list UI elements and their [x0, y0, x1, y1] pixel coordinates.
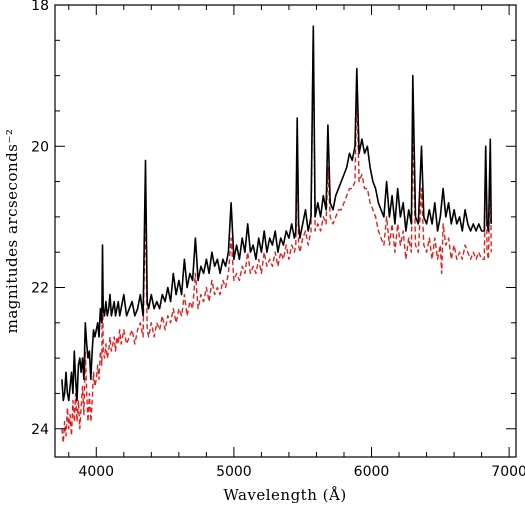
y-tick-label: 18 — [31, 0, 49, 14]
x-tick-label: 4000 — [78, 464, 114, 480]
y-tick-label: 22 — [31, 281, 49, 297]
x-axis-label: Wavelength (Å) — [223, 486, 346, 504]
x-tick-label: 7000 — [491, 464, 525, 480]
y-tick-label: 24 — [31, 422, 49, 438]
series-line-solid-black — [61, 25, 492, 402]
ticks-layer: 4000 5000 6000 7000 18 20 22 24 — [31, 0, 525, 480]
plot-frame — [54, 4, 517, 458]
series-layer — [61, 25, 492, 444]
x-tick-label: 6000 — [354, 464, 390, 480]
x-tick-label: 5000 — [216, 464, 252, 480]
y-tick-label: 20 — [31, 139, 49, 155]
y-axis-label: magnitudes arcseconds⁻² — [3, 129, 21, 334]
